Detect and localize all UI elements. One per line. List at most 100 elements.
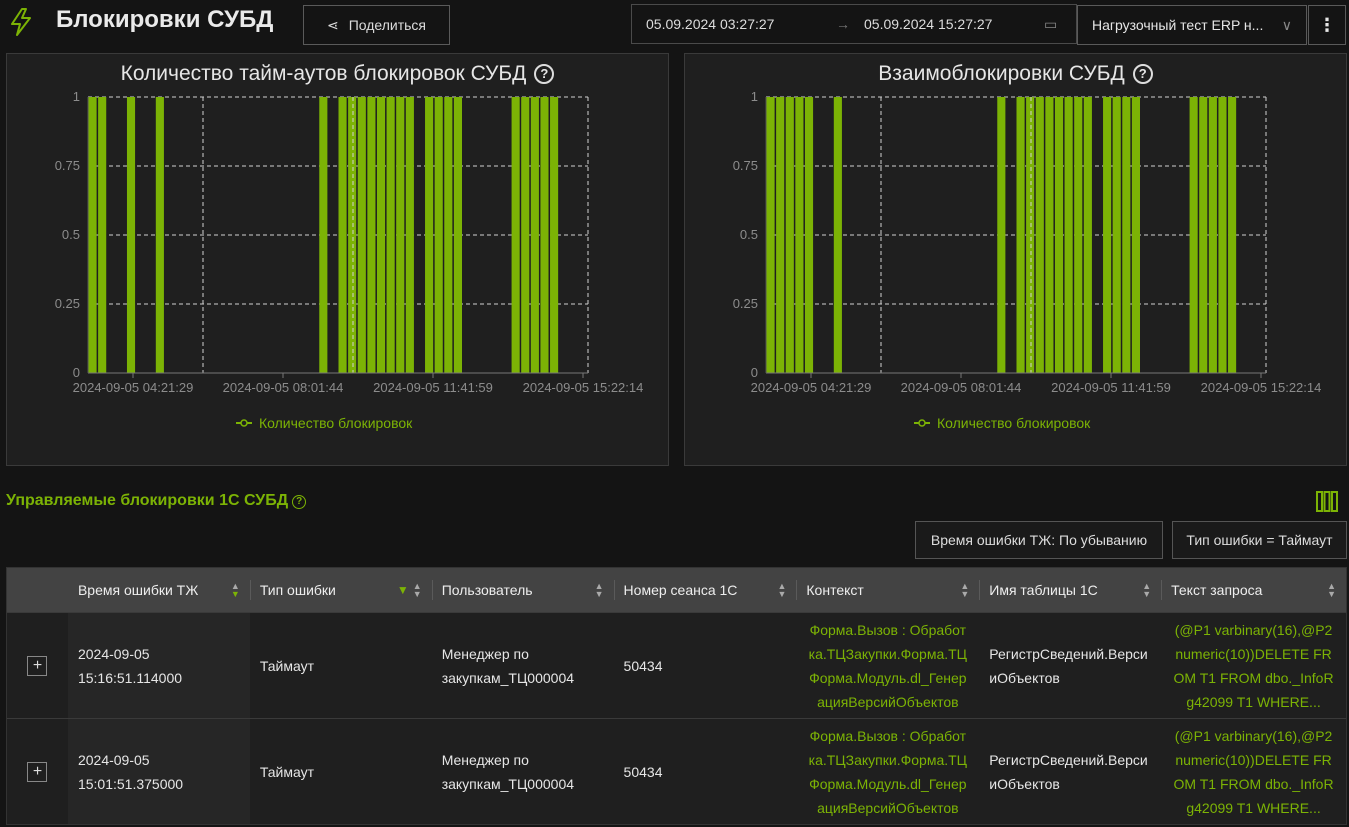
bar — [155, 97, 164, 373]
bar — [997, 97, 1006, 373]
bar — [1045, 97, 1054, 373]
bar — [376, 97, 386, 373]
table-row[interactable]: + 2024-09-05 15:01:51.375000 Таймаут Мен… — [7, 718, 1346, 824]
date-range-picker[interactable]: 05.09.2024 03:27:27 → 05.09.2024 15:27:2… — [631, 4, 1077, 44]
page-title: Блокировки СУБД — [56, 6, 274, 33]
sort-icon[interactable]: ▲ ▼ — [1142, 581, 1152, 599]
locks-table: Время ошибки ТЖ ▲ ▼ Тип ошибки ▼ ▲ ▼ Пользова… — [6, 567, 1347, 825]
cell-session: 50434 — [623, 657, 663, 674]
y-tick-label: 0 — [73, 365, 80, 380]
column-header-session[interactable]: Номер сеанса 1С ▲ ▼ — [613, 568, 797, 612]
bar — [1122, 97, 1131, 373]
chevron-down-icon: ∨ — [1281, 16, 1292, 33]
bar — [386, 97, 395, 373]
share-button[interactable]: ⋖ Поделиться — [303, 5, 450, 45]
x-tick-label: 2024-09-05 04:21:29 — [751, 380, 872, 395]
y-tick-label: 1 — [751, 89, 758, 104]
help-icon[interactable]: ? — [534, 64, 555, 84]
expand-row-button[interactable]: + — [27, 655, 48, 676]
columns-settings-icon[interactable] — [1316, 491, 1338, 512]
cell-time: 2024-09-05 15:01:51.375000 — [67, 719, 250, 824]
column-label: Тип ошибки — [259, 582, 336, 598]
bar — [511, 97, 520, 373]
bar — [453, 97, 462, 373]
cell-query[interactable]: (@P1 varbinary(16),@P2 numeric(10))DELET… — [1173, 727, 1334, 816]
column-header-context[interactable]: Контекст ▲ ▼ — [796, 568, 979, 612]
column-header-table[interactable]: Имя таблицы 1С ▲ ▼ — [979, 568, 1161, 612]
cell-query[interactable]: (@P1 varbinary(16),@P2 numeric(10))DELET… — [1173, 621, 1334, 710]
y-tick-label: 0 — [751, 365, 758, 380]
bar — [338, 97, 347, 373]
bar — [1035, 97, 1044, 373]
sort-icon[interactable]: ▲ ▼ — [777, 581, 787, 599]
calendar-icon[interactable]: ▭ — [1044, 15, 1058, 32]
help-icon[interactable]: ? — [1132, 64, 1153, 84]
cell-type: Таймаут — [259, 657, 315, 674]
chart-title: Взаимоблокировки СУБД — [878, 62, 1125, 85]
bar — [1016, 97, 1025, 373]
more-menu-button[interactable]: ⋮ — [1308, 5, 1346, 45]
sort-filter-tag[interactable]: Время ошибки ТЖ: По убыванию — [915, 521, 1163, 559]
x-tick-label: 2024-09-05 04:21:29 — [73, 380, 194, 395]
bar — [1083, 97, 1092, 373]
bar — [833, 97, 842, 373]
bar — [550, 97, 559, 373]
bar — [126, 97, 136, 373]
column-header-time[interactable]: Время ошибки ТЖ ▲ ▼ — [68, 568, 250, 612]
bar — [776, 97, 785, 373]
expand-row-button[interactable]: + — [27, 761, 48, 782]
table-row[interactable]: + 2024-09-05 15:16:51.114000 Таймаут Мен… — [7, 612, 1346, 718]
bar — [521, 97, 530, 373]
chart-deadlocks: 0 0.25 0.5 0.75 1 2024-09-05 04:21:29 2024-09-… — [733, 89, 1322, 431]
help-icon[interactable]: ? — [292, 495, 307, 509]
bar — [1131, 97, 1140, 373]
date-from[interactable]: 05.09.2024 03:27:27 — [646, 16, 775, 32]
column-header-query[interactable]: Текст запроса ▲ ▼ — [1161, 568, 1346, 612]
bar — [1026, 97, 1035, 373]
bar — [795, 97, 804, 373]
bar — [319, 97, 328, 373]
cell-context[interactable]: Форма.Вызов : Обработка.ТЦЗакупки.Форма.… — [808, 621, 968, 710]
bar — [1064, 97, 1073, 373]
column-header-type[interactable]: Тип ошибки ▼ ▲ ▼ — [249, 568, 432, 612]
bar — [1103, 97, 1112, 373]
legend-marker-icon — [918, 419, 926, 427]
bar — [425, 97, 434, 373]
y-tick-label: 0.25 — [733, 296, 758, 311]
section-title: Управляемые блокировки 1С СУБД? — [6, 492, 307, 510]
column-label: Имя таблицы 1С — [989, 582, 1098, 598]
sort-icon[interactable]: ▲ ▼ — [594, 581, 604, 599]
bar — [88, 97, 97, 373]
bar — [1228, 97, 1237, 373]
x-tick-label: 2024-09-05 11:41:59 — [1051, 380, 1171, 395]
sort-desc-icon[interactable]: ▲ ▼ — [230, 581, 240, 599]
bar — [434, 97, 443, 373]
type-filter-tag[interactable]: Тип ошибки = Таймаут — [1172, 521, 1347, 559]
bar — [1199, 97, 1208, 373]
bar — [348, 97, 357, 373]
test-select[interactable]: Нагрузочный тест ERP н... ∨ — [1077, 5, 1307, 45]
date-to[interactable]: 05.09.2024 15:27:27 — [864, 16, 993, 32]
column-label: Время ошибки ТЖ — [77, 582, 199, 598]
y-tick-label: 0.5 — [62, 227, 80, 242]
bar — [405, 97, 414, 373]
chart-panel-timeouts: Количество тайм-аутов блокировок СУБД? 0… — [6, 53, 669, 466]
cell-user: Менеджер по закупкам_ТЦ000004 — [441, 645, 575, 686]
bar — [357, 97, 366, 373]
cell-user: Менеджер по закупкам_ТЦ000004 — [441, 751, 575, 792]
sort-icon[interactable]: ▲ ▼ — [1327, 581, 1336, 599]
x-tick-label: 2024-09-05 15:22:14 — [1201, 380, 1322, 395]
cell-table: РегистрСведений.ВерсииОбъектов — [989, 751, 1148, 792]
column-header-user[interactable]: Пользователь ▲ ▼ — [431, 568, 614, 612]
chart-title: Количество тайм-аутов блокировок СУБД — [120, 62, 527, 85]
cell-context[interactable]: Форма.Вызов : Обработка.ТЦЗакупки.Форма.… — [808, 727, 968, 816]
y-tick-label: 0.5 — [740, 227, 758, 242]
sort-icon[interactable]: ▲ ▼ — [412, 581, 422, 599]
y-tick-label: 0.75 — [733, 158, 758, 173]
bar — [766, 97, 775, 373]
bar — [530, 97, 539, 373]
sort-icon[interactable]: ▲ ▼ — [960, 581, 970, 599]
expand-column-header — [7, 568, 68, 612]
filter-active-icon[interactable]: ▼ — [396, 583, 409, 597]
column-label: Номер сеанса 1С — [623, 582, 738, 598]
